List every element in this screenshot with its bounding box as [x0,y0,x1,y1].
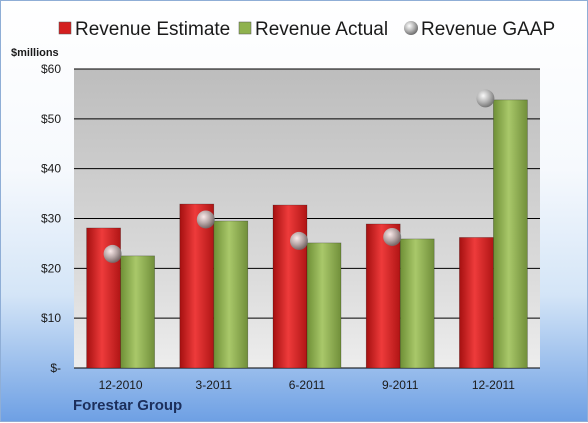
legend: Revenue Estimate Revenue Actual Revenue GA… [58,19,555,40]
legend-swatch [58,21,72,35]
company-name: Forestar Group [73,397,183,414]
y-tick-label: $20 [41,261,61,275]
legend-label: Revenue Actual [255,19,388,40]
revenue-gaap-marker [196,210,215,229]
revenue-actual-bar [306,242,342,369]
revenue-estimate-bar [365,223,401,369]
revenue-actual-bar [493,99,528,369]
revenue-actual-bar [399,238,435,369]
revenue-actual-bar [120,255,155,369]
revenue-gaap-marker [290,231,308,250]
y-tick-label: $10 [41,311,61,325]
bar-series [86,99,528,369]
revenue-actual-bar [213,220,249,369]
revenue-gaap-marker [383,227,402,246]
revenue-gaap-marker [103,244,122,263]
y-axis-ticks: $- $10 $20 $30 $40 $50 $60 [41,62,61,375]
gaap-markers [103,89,495,263]
x-axis-ticks: 12-2010 3-2011 6-2011 9-2011 12-2011 [99,378,516,392]
x-tick-label: 12-2011 [472,378,515,392]
x-tick-label: 9-2011 [382,378,419,392]
legend-label: Revenue GAAP [421,19,555,40]
y-tick-label: $- [50,361,61,375]
x-tick-label: 3-2011 [196,378,233,392]
legend-swatch [238,21,252,35]
revenue-gaap-marker [476,89,495,108]
legend-swatch [404,21,418,35]
revenue-estimate-bar [272,204,308,369]
revenue-estimate-bar [179,203,215,369]
y-tick-label: $50 [41,112,61,126]
y-tick-label: $60 [41,62,61,76]
x-tick-label: 6-2011 [289,378,326,392]
revenue-estimate-bar [459,237,494,369]
y-tick-label: $30 [41,212,61,226]
y-tick-label: $40 [41,162,61,176]
y-unit-label: $millions [11,47,59,59]
legend-label: Revenue Estimate [75,19,230,40]
x-tick-label: 12-2010 [99,378,143,392]
